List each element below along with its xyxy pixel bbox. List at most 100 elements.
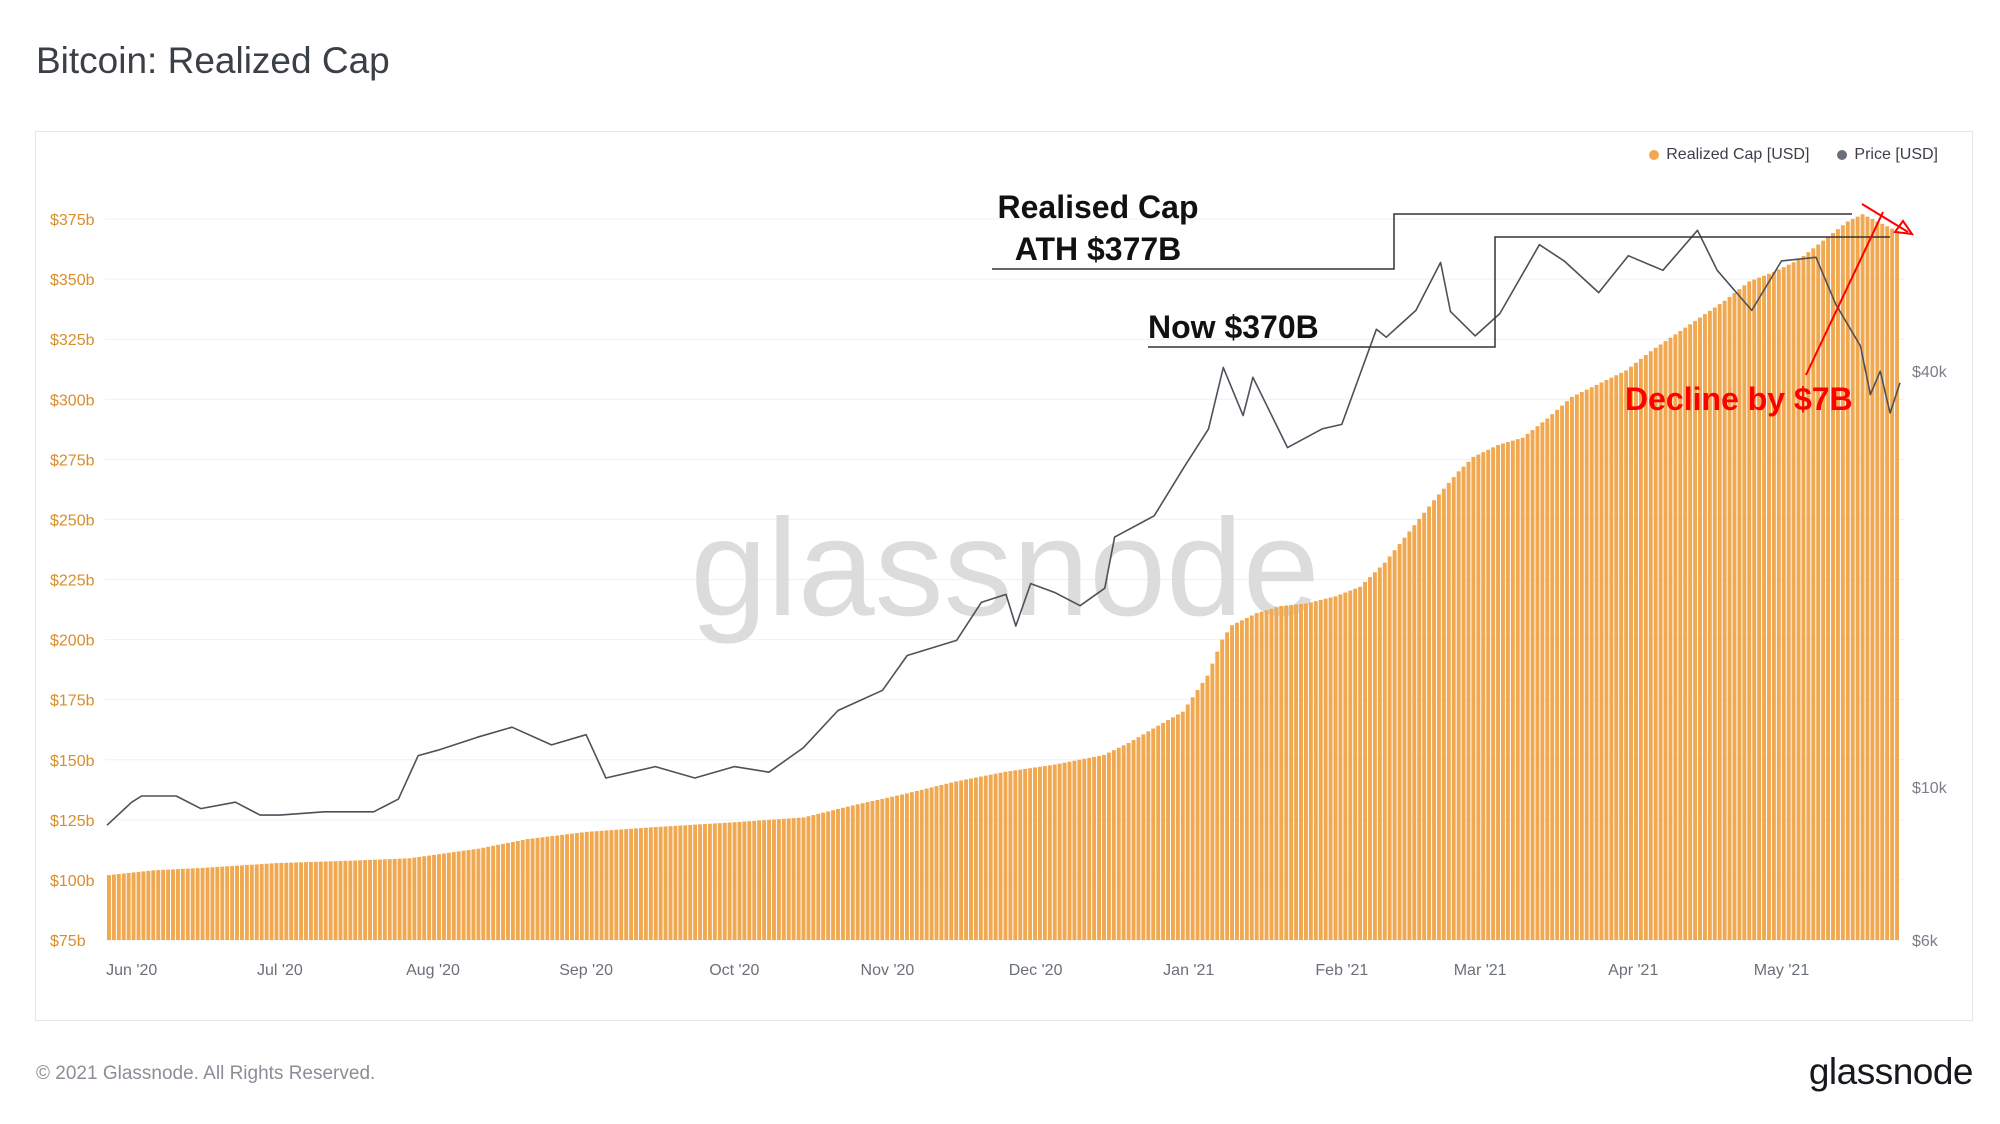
- realized-cap-bar: [471, 849, 476, 940]
- realized-cap-bar: [259, 864, 264, 940]
- realized-cap-bar: [1850, 219, 1855, 940]
- realized-cap-bar: [451, 852, 456, 940]
- realized-cap-bar: [1323, 598, 1328, 940]
- realized-cap-bar: [1003, 771, 1008, 940]
- realized-cap-bar: [1308, 602, 1313, 940]
- realized-cap-bar: [1062, 762, 1067, 940]
- realized-cap-bar: [195, 868, 200, 940]
- y-left-tick-label: $75b: [50, 933, 86, 950]
- realized-cap-bar: [1397, 543, 1402, 940]
- realized-cap-bar: [1151, 728, 1156, 940]
- legend-item-realized-cap[interactable]: Realized Cap [USD]: [1649, 146, 1809, 164]
- realized-cap-bar: [860, 803, 865, 940]
- watermark: glassnode: [690, 491, 1319, 645]
- realized-cap-bar: [210, 867, 215, 940]
- realized-cap-bar: [1161, 722, 1166, 940]
- realized-cap-bar: [1422, 512, 1427, 940]
- realized-cap-bar: [919, 789, 924, 940]
- y-left-tick-label: $200b: [50, 633, 95, 650]
- realized-cap-bar: [1451, 477, 1456, 940]
- realized-cap-bar: [525, 839, 530, 940]
- realized-cap-bar: [1156, 725, 1161, 940]
- realized-cap-bar: [1693, 320, 1698, 940]
- realized-cap-bar: [1826, 236, 1831, 940]
- realized-cap-bar: [924, 788, 929, 940]
- realized-cap-bar: [372, 859, 377, 940]
- legend-dot-realized-cap: [1649, 150, 1660, 160]
- realized-cap-bar: [1427, 506, 1432, 940]
- realized-cap-bar: [1678, 331, 1683, 940]
- realized-cap-bar: [1663, 341, 1668, 940]
- glassnode-logo[interactable]: glassnode: [1808, 1051, 1974, 1092]
- realized-cap-bar: [929, 787, 934, 940]
- realized-cap-bar: [1584, 389, 1589, 940]
- realized-cap-bar: [998, 772, 1003, 940]
- realized-cap-bar: [1722, 300, 1727, 940]
- realized-cap-bar: [658, 826, 663, 940]
- realized-cap-bar: [1890, 228, 1895, 940]
- realized-cap-bar: [1303, 603, 1308, 940]
- realized-cap-bars: [107, 214, 1899, 941]
- realized-cap-bar: [353, 860, 358, 940]
- realized-cap-bar: [1269, 608, 1274, 940]
- realized-cap-bar: [978, 776, 983, 940]
- realized-cap-bar: [1673, 334, 1678, 940]
- realized-cap-bar: [1042, 766, 1047, 940]
- realized-cap-bar: [1102, 754, 1106, 940]
- realized-cap-bar: [377, 859, 382, 940]
- realized-cap-bar: [171, 869, 175, 940]
- realized-cap-bar: [762, 820, 767, 940]
- realized-cap-bar: [244, 865, 249, 940]
- realized-cap-bar: [1520, 437, 1525, 940]
- realized-cap-bar: [318, 861, 323, 940]
- x-tick-label: Jun '20: [106, 962, 157, 979]
- realized-cap-bar: [1471, 456, 1476, 940]
- realized-cap-bar: [1023, 768, 1028, 940]
- realized-cap-bar: [693, 824, 698, 940]
- realized-cap-bar: [1215, 651, 1220, 940]
- realized-cap-bar: [1786, 264, 1791, 940]
- realized-cap-bar: [584, 831, 589, 940]
- realized-cap-bar: [757, 820, 762, 940]
- chart-panel: [35, 131, 1973, 1021]
- realized-cap-bar: [1865, 216, 1870, 940]
- realized-cap-bar: [1363, 581, 1368, 940]
- realized-cap-bar: [1446, 482, 1451, 940]
- realized-cap-bar: [146, 870, 151, 940]
- realized-cap-bar: [1771, 271, 1776, 940]
- realized-cap-bar: [1200, 682, 1205, 940]
- realized-cap-bar: [870, 801, 875, 940]
- realized-cap-bar: [747, 821, 752, 940]
- realized-cap-bar: [299, 862, 304, 940]
- realized-cap-bar: [722, 822, 727, 940]
- realized-cap-bar: [1525, 433, 1530, 940]
- realized-cap-bar: [1220, 639, 1225, 940]
- x-tick-label: Jul '20: [257, 962, 303, 979]
- legend-item-price[interactable]: Price [USD]: [1837, 146, 1938, 164]
- price-line: [106, 229, 1901, 826]
- annotations: Realised Cap ATH $377B Now $370B Decline by…: [992, 189, 1915, 417]
- realized-cap-bar: [1146, 731, 1151, 940]
- realized-cap-bar: [111, 874, 116, 940]
- realized-cap-bar: [121, 873, 126, 940]
- realized-cap-bar: [496, 844, 501, 940]
- realized-cap-bar: [900, 794, 904, 940]
- realized-cap-bar: [1574, 394, 1579, 941]
- realized-cap-bar: [461, 850, 466, 940]
- realized-cap-bar: [240, 865, 244, 940]
- y-right-tick-label: $40k: [1912, 364, 1948, 381]
- decline-arrow-head: [1893, 219, 1915, 236]
- realized-cap-bar: [845, 806, 850, 940]
- realized-cap-bar: [249, 864, 254, 940]
- realized-cap-bar: [476, 848, 481, 940]
- realized-cap-bar: [742, 821, 747, 940]
- x-tick-label: Oct '20: [709, 962, 759, 979]
- realized-cap-bar: [1343, 592, 1348, 940]
- x-tick-label: Aug '20: [406, 962, 460, 979]
- realized-cap-bar: [308, 861, 313, 940]
- realized-cap-bar: [1737, 289, 1742, 941]
- realized-cap-bar: [1170, 717, 1175, 940]
- realized-cap-bar: [1136, 737, 1141, 940]
- realized-cap-bar: [1382, 562, 1387, 940]
- y-left-tick-label: $150b: [50, 753, 95, 770]
